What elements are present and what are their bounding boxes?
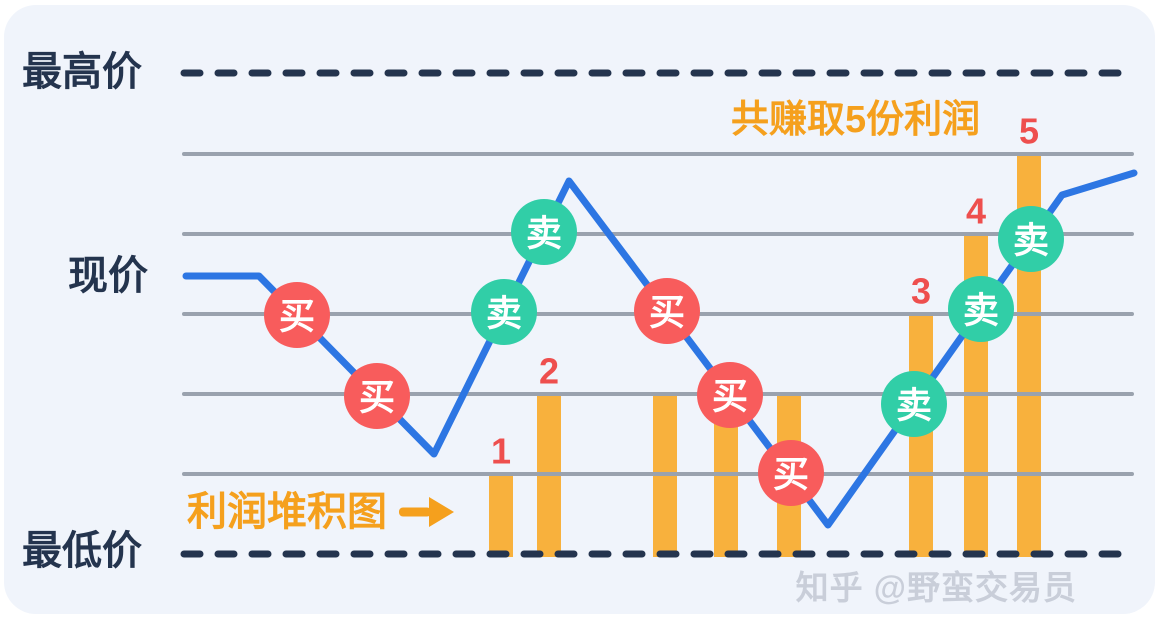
svg-text:买: 买 <box>649 291 685 332</box>
svg-text:卖: 卖 <box>526 212 562 253</box>
svg-text:卖: 卖 <box>486 292 522 333</box>
buy-marker: 买 <box>697 362 763 428</box>
buy-marker: 买 <box>344 363 410 429</box>
buy-marker: 买 <box>634 278 700 344</box>
profit-bar-number: 3 <box>911 271 931 312</box>
watermark: 知乎 @野蛮交易员 <box>795 569 1077 606</box>
sell-marker: 卖 <box>881 371 947 437</box>
svg-text:买: 买 <box>712 375 748 416</box>
svg-text:卖: 卖 <box>896 384 932 425</box>
profit-bar-number: 1 <box>491 431 511 472</box>
profit-bar-number: 4 <box>966 191 986 232</box>
highest-price-label: 最高价 <box>22 50 142 94</box>
sell-marker: 卖 <box>511 199 577 265</box>
total-profit-note: 共赚取5份利润 <box>731 99 981 141</box>
current-price-label: 现价 <box>68 254 148 298</box>
svg-text:买: 买 <box>359 376 395 417</box>
price-line <box>182 169 1138 529</box>
svg-text:买: 买 <box>773 453 809 494</box>
svg-text:卖: 卖 <box>963 289 999 330</box>
lowest-price-label: 最低价 <box>22 529 142 573</box>
sell-marker: 卖 <box>998 206 1064 272</box>
svg-text:买: 买 <box>279 295 315 336</box>
profit-legend: 利润堆积图 <box>187 490 455 534</box>
buy-marker: 买 <box>758 440 824 506</box>
profit-legend-label: 利润堆积图 <box>187 490 387 534</box>
profit-bar-number: 5 <box>1019 111 1039 152</box>
sell-marker: 卖 <box>948 276 1014 342</box>
profit-bar-number: 2 <box>539 351 559 392</box>
sell-marker: 卖 <box>471 279 537 345</box>
svg-text:卖: 卖 <box>1013 219 1049 260</box>
arrow-right-icon <box>399 497 454 527</box>
buy-marker: 买 <box>264 282 330 348</box>
profit-bar <box>489 474 513 557</box>
